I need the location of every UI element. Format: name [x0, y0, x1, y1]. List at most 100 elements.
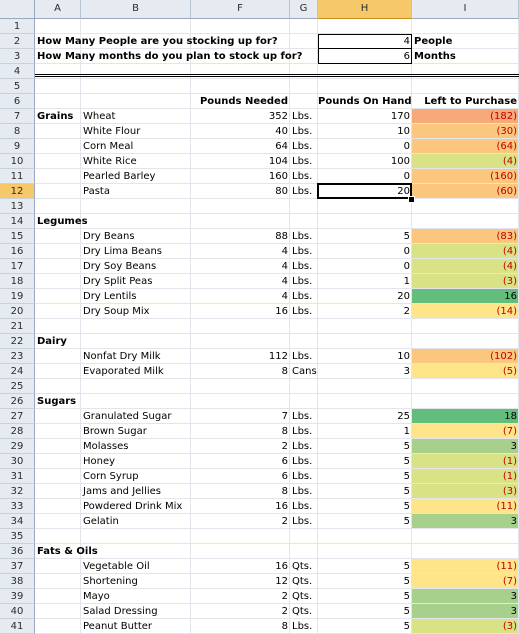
pounds-needed-value[interactable]: 16	[275, 501, 288, 512]
item-name[interactable]: Pearled Barley	[83, 171, 156, 182]
left-to-purchase-value[interactable]: 3	[510, 516, 517, 527]
unit-label[interactable]: Lbs.	[292, 501, 313, 512]
row-header[interactable]: 1	[0, 19, 35, 34]
unit-label[interactable]: Lbs.	[292, 111, 313, 122]
left-to-purchase-value[interactable]: (3)	[502, 486, 517, 497]
answer-input[interactable]: 4	[403, 36, 410, 47]
pounds-needed-value[interactable]: 12	[275, 576, 288, 587]
row-header[interactable]: 31	[0, 469, 35, 484]
unit-label[interactable]: Lbs.	[292, 516, 313, 527]
row-header[interactable]: 40	[0, 604, 35, 619]
item-name[interactable]: White Flour	[83, 126, 141, 137]
left-to-purchase-value[interactable]: (1)	[502, 471, 517, 482]
pounds-needed-value[interactable]: 2	[281, 441, 288, 452]
row-header[interactable]: 33	[0, 499, 35, 514]
item-name[interactable]: Powdered Drink Mix	[83, 501, 183, 512]
row-header[interactable]: 27	[0, 409, 35, 424]
row-header[interactable]: 13	[0, 199, 35, 214]
unit-label[interactable]: Lbs.	[292, 171, 313, 182]
item-name[interactable]: Corn Syrup	[83, 471, 139, 482]
item-name[interactable]: Nonfat Dry Milk	[83, 351, 161, 362]
row-header[interactable]: 10	[0, 154, 35, 169]
pounds-on-hand-input[interactable]: 100	[390, 156, 410, 167]
pounds-needed-value[interactable]: 4	[281, 291, 288, 302]
pounds-on-hand-input[interactable]: 5	[403, 576, 410, 587]
cell-grid[interactable]: How Many People are you stocking up for?…	[35, 19, 519, 634]
left-to-purchase-value[interactable]: (182)	[490, 111, 517, 122]
pounds-on-hand-input[interactable]: 20	[397, 186, 410, 197]
pounds-needed-value[interactable]: 16	[275, 561, 288, 572]
column-header-b[interactable]: B	[81, 0, 191, 19]
row-header[interactable]: 26	[0, 394, 35, 409]
item-name[interactable]: Vegetable Oil	[83, 561, 150, 572]
row-header[interactable]: 7	[0, 109, 35, 124]
item-name[interactable]: Dry Lima Beans	[83, 246, 162, 257]
row-header[interactable]: 14	[0, 214, 35, 229]
left-to-purchase-value[interactable]: (14)	[496, 306, 517, 317]
unit-label[interactable]: Lbs.	[292, 156, 313, 167]
item-name[interactable]: Peanut Butter	[83, 621, 153, 632]
pounds-needed-value[interactable]: 64	[275, 141, 288, 152]
unit-label[interactable]: Lbs.	[292, 471, 313, 482]
row-header[interactable]: 4	[0, 64, 35, 79]
column-header-i[interactable]: I	[412, 0, 519, 19]
pounds-on-hand-input[interactable]: 0	[403, 261, 410, 272]
row-header[interactable]: 16	[0, 244, 35, 259]
column-header-f[interactable]: F	[191, 0, 290, 19]
unit-label[interactable]: Qts.	[292, 561, 313, 572]
item-name[interactable]: Molasses	[83, 441, 129, 452]
pounds-needed-value[interactable]: 7	[281, 411, 288, 422]
item-name[interactable]: Dry Beans	[83, 231, 135, 242]
pounds-on-hand-input[interactable]: 0	[403, 246, 410, 257]
pounds-on-hand-input[interactable]: 5	[403, 561, 410, 572]
row-header[interactable]: 25	[0, 379, 35, 394]
pounds-needed-value[interactable]: 2	[281, 591, 288, 602]
pounds-needed-value[interactable]: 88	[275, 231, 288, 242]
pounds-needed-value[interactable]: 160	[268, 171, 288, 182]
pounds-on-hand-input[interactable]: 10	[397, 126, 410, 137]
row-header[interactable]: 22	[0, 334, 35, 349]
left-to-purchase-value[interactable]: 3	[510, 606, 517, 617]
pounds-on-hand-input[interactable]: 5	[403, 501, 410, 512]
pounds-needed-value[interactable]: 6	[281, 471, 288, 482]
pounds-needed-value[interactable]: 40	[275, 126, 288, 137]
row-header[interactable]: 15	[0, 229, 35, 244]
unit-label[interactable]: Cans	[292, 366, 317, 377]
item-name[interactable]: Mayo	[83, 591, 110, 602]
unit-label[interactable]: Lbs.	[292, 126, 313, 137]
pounds-on-hand-input[interactable]: 170	[390, 111, 410, 122]
row-header[interactable]: 41	[0, 619, 35, 634]
row-header[interactable]: 18	[0, 274, 35, 289]
item-name[interactable]: Gelatin	[83, 516, 119, 527]
item-name[interactable]: Salad Dressing	[83, 606, 158, 617]
left-to-purchase-value[interactable]: 18	[504, 411, 517, 422]
pounds-on-hand-input[interactable]: 5	[403, 516, 410, 527]
row-header[interactable]: 19	[0, 289, 35, 304]
item-name[interactable]: Pasta	[83, 186, 110, 197]
left-to-purchase-value[interactable]: (7)	[502, 576, 517, 587]
unit-label[interactable]: Lbs.	[292, 441, 313, 452]
row-header[interactable]: 2	[0, 34, 35, 49]
left-to-purchase-value[interactable]: (4)	[502, 156, 517, 167]
pounds-on-hand-input[interactable]: 5	[403, 441, 410, 452]
row-header[interactable]: 32	[0, 484, 35, 499]
row-header[interactable]: 23	[0, 349, 35, 364]
item-name[interactable]: Evaporated Milk	[83, 366, 164, 377]
unit-label[interactable]: Lbs.	[292, 486, 313, 497]
pounds-on-hand-input[interactable]: 0	[403, 141, 410, 152]
pounds-on-hand-input[interactable]: 1	[403, 426, 410, 437]
row-header[interactable]: 11	[0, 169, 35, 184]
left-to-purchase-value[interactable]: (83)	[496, 231, 517, 242]
pounds-needed-value[interactable]: 8	[281, 426, 288, 437]
pounds-needed-value[interactable]: 8	[281, 486, 288, 497]
left-to-purchase-value[interactable]: (4)	[502, 261, 517, 272]
item-name[interactable]: Dry Lentils	[83, 291, 137, 302]
pounds-needed-value[interactable]: 6	[281, 456, 288, 467]
left-to-purchase-value[interactable]: (11)	[496, 561, 517, 572]
row-header[interactable]: 5	[0, 79, 35, 94]
left-to-purchase-value[interactable]: (102)	[490, 351, 517, 362]
row-header[interactable]: 28	[0, 424, 35, 439]
pounds-on-hand-input[interactable]: 1	[403, 276, 410, 287]
unit-label[interactable]: Lbs.	[292, 456, 313, 467]
